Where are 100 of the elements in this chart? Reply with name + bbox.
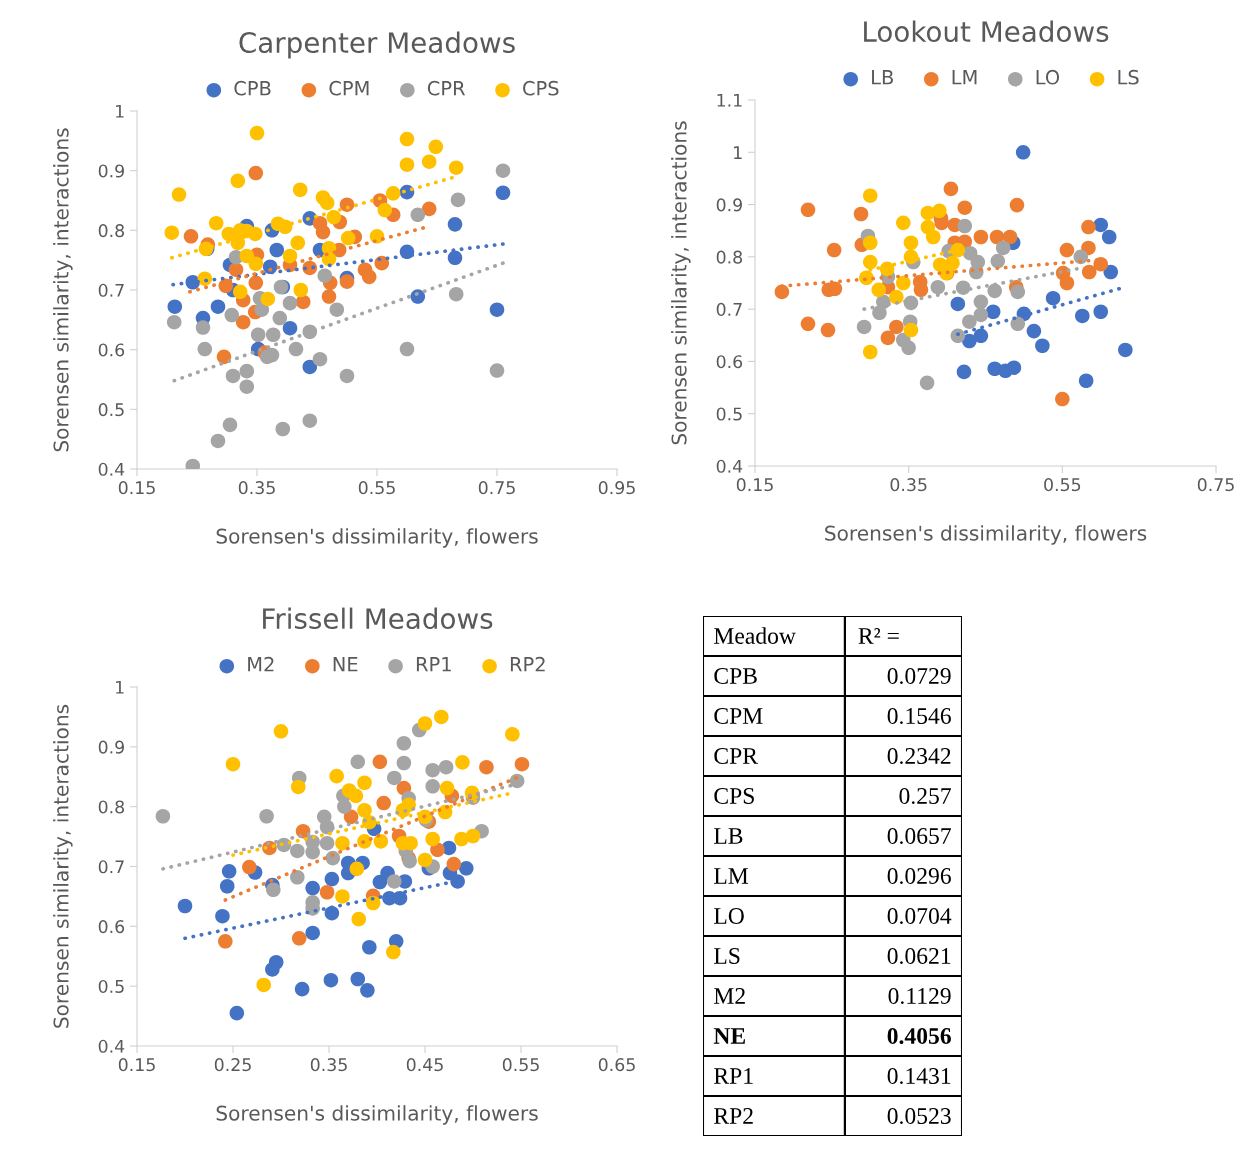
point (210, 299, 226, 314)
point (249, 125, 265, 141)
point (290, 869, 305, 885)
point (447, 250, 463, 266)
data-label: 0.0657 (887, 827, 951, 845)
point (973, 294, 989, 310)
point (800, 202, 816, 218)
point (305, 925, 320, 941)
y-tick-label: 0.6 (98, 343, 125, 357)
point (326, 209, 342, 225)
point (339, 197, 355, 212)
point (210, 433, 226, 449)
point (361, 269, 377, 285)
point (291, 779, 306, 795)
point (880, 330, 896, 346)
point (339, 368, 355, 384)
y-axis-title: Sorensen similarity, interactions (53, 128, 73, 452)
point (943, 181, 959, 197)
point (250, 327, 266, 343)
legend-label: CPR (427, 80, 466, 96)
point (459, 861, 474, 876)
point (862, 235, 878, 251)
point (417, 852, 433, 868)
point (291, 931, 307, 946)
data-label: 0.1431 (887, 1067, 951, 1085)
category-label: LB (714, 828, 743, 844)
point (337, 799, 352, 814)
y-tick-label: 0.8 (98, 224, 125, 238)
point (340, 230, 356, 246)
x-tick-label: 0.25 (214, 1058, 251, 1072)
point (987, 283, 1002, 299)
point (329, 302, 345, 317)
point (254, 302, 270, 317)
point (973, 229, 989, 245)
point (446, 856, 462, 872)
point (290, 235, 306, 251)
point (273, 723, 289, 739)
y-tick-label: 1 (734, 146, 742, 159)
point (985, 304, 1001, 320)
point (230, 173, 246, 189)
point (1073, 249, 1089, 265)
y-tick-label: 0.6 (98, 920, 125, 934)
text: Meadow (714, 627, 796, 644)
x-tick-label: 0.75 (1197, 478, 1234, 492)
category-label: CPR (714, 748, 758, 764)
category-label: CPB (714, 668, 757, 684)
point (256, 977, 271, 993)
point (889, 289, 904, 305)
point (290, 843, 305, 859)
point (248, 275, 264, 291)
category-label: M2 (714, 988, 745, 1004)
x-tick-label: 0.15 (736, 478, 773, 492)
point (302, 359, 318, 375)
point (871, 282, 886, 298)
point (377, 202, 393, 218)
point (349, 861, 365, 877)
x-tick-label: 0.55 (358, 481, 395, 495)
point (360, 983, 375, 998)
point (973, 328, 989, 344)
point (269, 242, 285, 258)
data-label: 0.1129 (888, 987, 951, 1005)
point (329, 768, 344, 784)
point (930, 279, 946, 295)
point (1055, 391, 1070, 407)
point (376, 795, 391, 811)
point (319, 884, 335, 900)
y-tick-label: 1.1 (717, 93, 742, 107)
point (387, 874, 402, 889)
x-tick-label: 0.45 (406, 1058, 443, 1072)
data-label: 0.0729 (887, 667, 951, 685)
point (1015, 145, 1031, 160)
point (259, 808, 274, 824)
point (1006, 360, 1022, 375)
point (335, 835, 350, 851)
point (925, 229, 941, 245)
y-tick-label: 0.4 (98, 462, 125, 476)
point (265, 327, 281, 343)
x-axis-title: Sorensen's dissimilarity, flowers (216, 1105, 538, 1125)
point (955, 280, 971, 295)
point (495, 185, 511, 201)
point (1009, 197, 1025, 213)
point (820, 322, 836, 338)
point (228, 262, 244, 277)
point (489, 302, 505, 317)
point (962, 314, 977, 329)
category-label: LO (714, 908, 744, 924)
point (455, 755, 470, 770)
x-tick-label: 0.65 (598, 1058, 635, 1072)
point (164, 225, 180, 240)
point (800, 316, 816, 332)
point (282, 320, 298, 336)
y-tick-label: 0.7 (98, 860, 124, 874)
point (312, 351, 328, 367)
point (421, 154, 437, 169)
point (396, 735, 412, 751)
point (489, 363, 505, 378)
legend-label: CPS (523, 80, 559, 96)
point (225, 756, 241, 772)
point (950, 328, 966, 344)
point (1081, 219, 1096, 235)
